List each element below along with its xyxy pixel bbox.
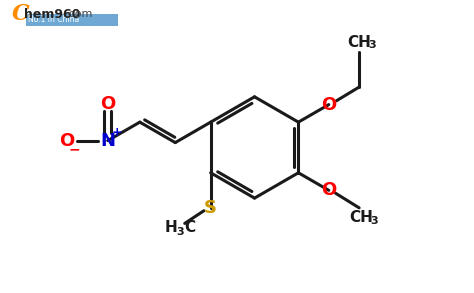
Text: No.1 in China: No.1 in China: [27, 15, 79, 24]
Text: 3: 3: [176, 227, 183, 237]
Text: S: S: [204, 199, 217, 217]
Text: O: O: [321, 181, 337, 199]
Text: hem960: hem960: [24, 8, 80, 21]
Text: O: O: [100, 95, 115, 113]
Text: .com: .com: [65, 9, 93, 19]
Text: N: N: [100, 132, 115, 150]
FancyBboxPatch shape: [26, 14, 118, 26]
Text: +: +: [111, 126, 122, 139]
Text: 3: 3: [368, 40, 375, 50]
Text: O: O: [59, 132, 74, 150]
Text: CH: CH: [347, 35, 371, 50]
Text: −: −: [69, 142, 81, 156]
Text: C: C: [12, 3, 30, 25]
Text: 3: 3: [370, 216, 378, 226]
Text: CH: CH: [349, 210, 373, 225]
Text: O: O: [321, 96, 337, 114]
Text: H: H: [164, 220, 177, 235]
Text: C: C: [184, 220, 195, 235]
